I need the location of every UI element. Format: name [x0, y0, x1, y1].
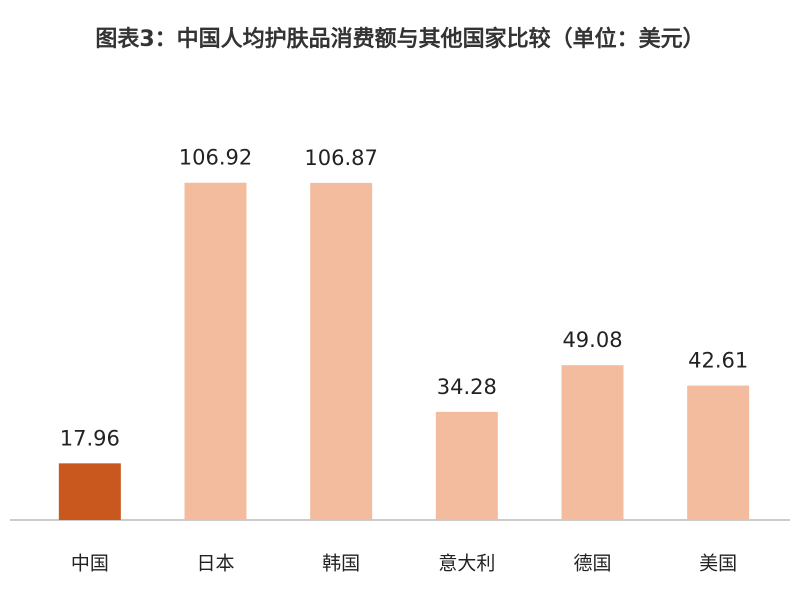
value-label: 106.87 — [304, 146, 377, 170]
value-label: 106.92 — [179, 146, 252, 170]
chart-title: 图表3：中国人均护肤品消费额与其他国家比较（单位：美元） — [95, 27, 705, 52]
x-tick-label: 日本 — [196, 553, 234, 575]
x-tick-label: 德国 — [573, 553, 611, 575]
bar — [687, 385, 750, 520]
bar — [310, 182, 373, 521]
bar — [435, 411, 498, 520]
bar — [184, 182, 247, 520]
x-tick-label: 韩国 — [322, 553, 360, 575]
value-label: 17.96 — [60, 426, 120, 450]
x-tick-label: 意大利 — [438, 553, 495, 575]
value-label: 34.28 — [437, 375, 497, 399]
bar — [561, 365, 624, 520]
x-tick-label: 美国 — [699, 553, 737, 575]
x-tick-label: 中国 — [71, 553, 109, 575]
value-label: 42.61 — [688, 349, 748, 373]
bar — [58, 463, 121, 520]
value-label: 49.08 — [562, 328, 622, 352]
